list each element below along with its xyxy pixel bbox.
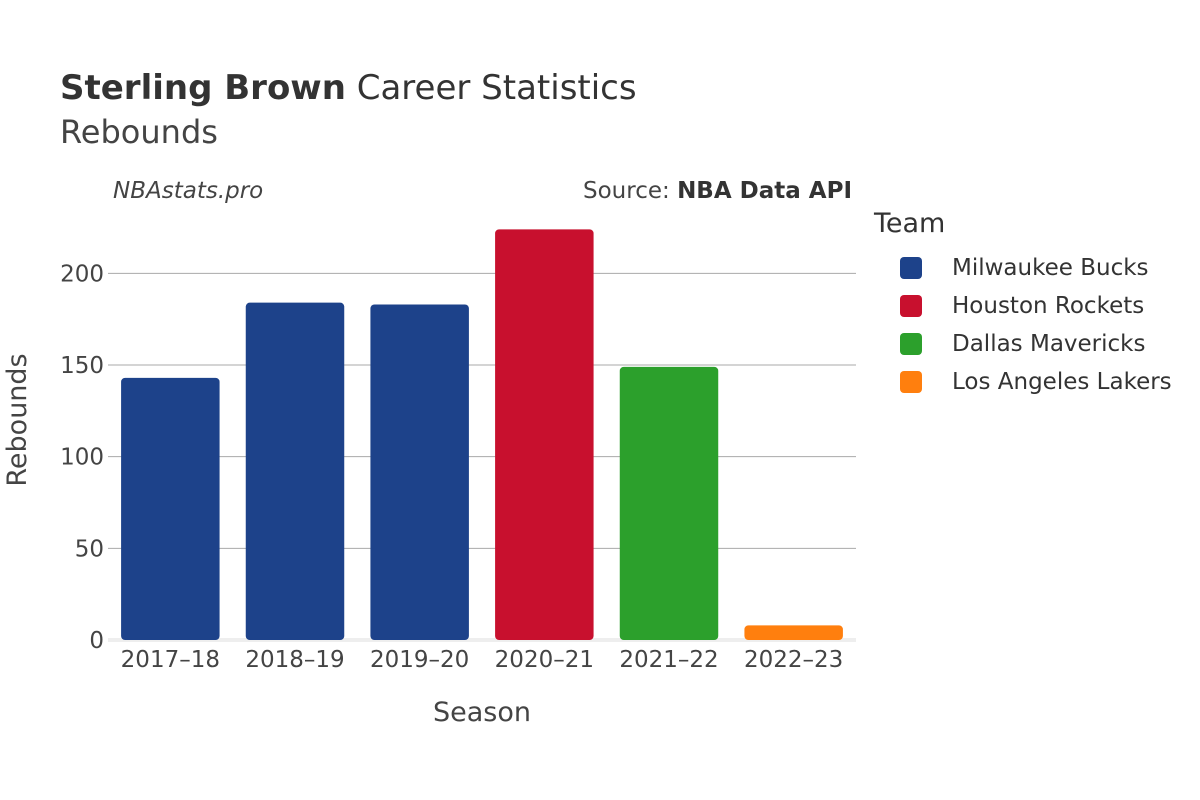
legend-swatch (900, 295, 922, 317)
legend-label: Houston Rockets (952, 293, 1145, 319)
legend-label: Dallas Mavericks (952, 331, 1146, 357)
legend-item[interactable]: Los Angeles Lakers (900, 363, 1172, 401)
bars (121, 229, 843, 641)
legend-item[interactable]: Houston Rockets (900, 287, 1172, 325)
bar-2019–20 (370, 304, 469, 640)
legend-label: Los Angeles Lakers (952, 369, 1172, 395)
x-tick-label: 2020–21 (495, 647, 594, 673)
x-tick-label: 2021–22 (619, 647, 718, 673)
source-prefix: Source: (583, 178, 678, 204)
x-tick-label: 2018–19 (245, 647, 344, 673)
y-tick-labels: 0 50 100 150 200 (60, 261, 104, 654)
y-tick-label: 150 (60, 353, 104, 379)
bar-2022–23 (744, 625, 843, 640)
x-tick-label: 2019–20 (370, 647, 469, 673)
x-tick-labels: 2017–18 2018–19 2019–20 2020–21 2021–22 2022–… (121, 647, 844, 673)
legend-swatch (900, 257, 922, 279)
legend-item[interactable]: Milwaukee Bucks (900, 249, 1172, 287)
y-tick-label: 0 (89, 628, 104, 654)
legend-label: Milwaukee Bucks (952, 255, 1149, 281)
source-credit: Source: NBA Data API (583, 178, 852, 204)
y-tick-label: 200 (60, 261, 104, 287)
y-tick-label: 100 (60, 445, 104, 471)
watermark: NBAstats.pro (113, 178, 264, 204)
legend-swatch (900, 333, 922, 355)
grid-lines (108, 272, 856, 642)
y-tick-label: 50 (75, 536, 104, 562)
legend-title: Team (874, 208, 946, 239)
legend: Team Milwaukee Bucks Houston Rockets Dalla… (874, 208, 1172, 401)
x-axis-label: Season (433, 697, 531, 728)
legend-swatch (900, 371, 922, 393)
y-axis-label: Rebounds (2, 353, 33, 486)
chart-title: Sterling Brown Career Statistics (60, 68, 637, 108)
source-name: NBA Data API (677, 178, 852, 204)
x-tick-label: 2017–18 (121, 647, 220, 673)
bar-2017–18 (121, 377, 220, 640)
title-rest: Career Statistics (356, 68, 637, 108)
x-tick-label: 2022–23 (744, 647, 843, 673)
bar-2020–21 (495, 229, 594, 641)
bar-2021–22 (619, 366, 719, 640)
bar-2018–19 (245, 302, 345, 640)
legend-item[interactable]: Dallas Mavericks (900, 325, 1172, 363)
player-name: Sterling Brown (60, 68, 346, 108)
chart-subtitle: Rebounds (60, 113, 218, 151)
